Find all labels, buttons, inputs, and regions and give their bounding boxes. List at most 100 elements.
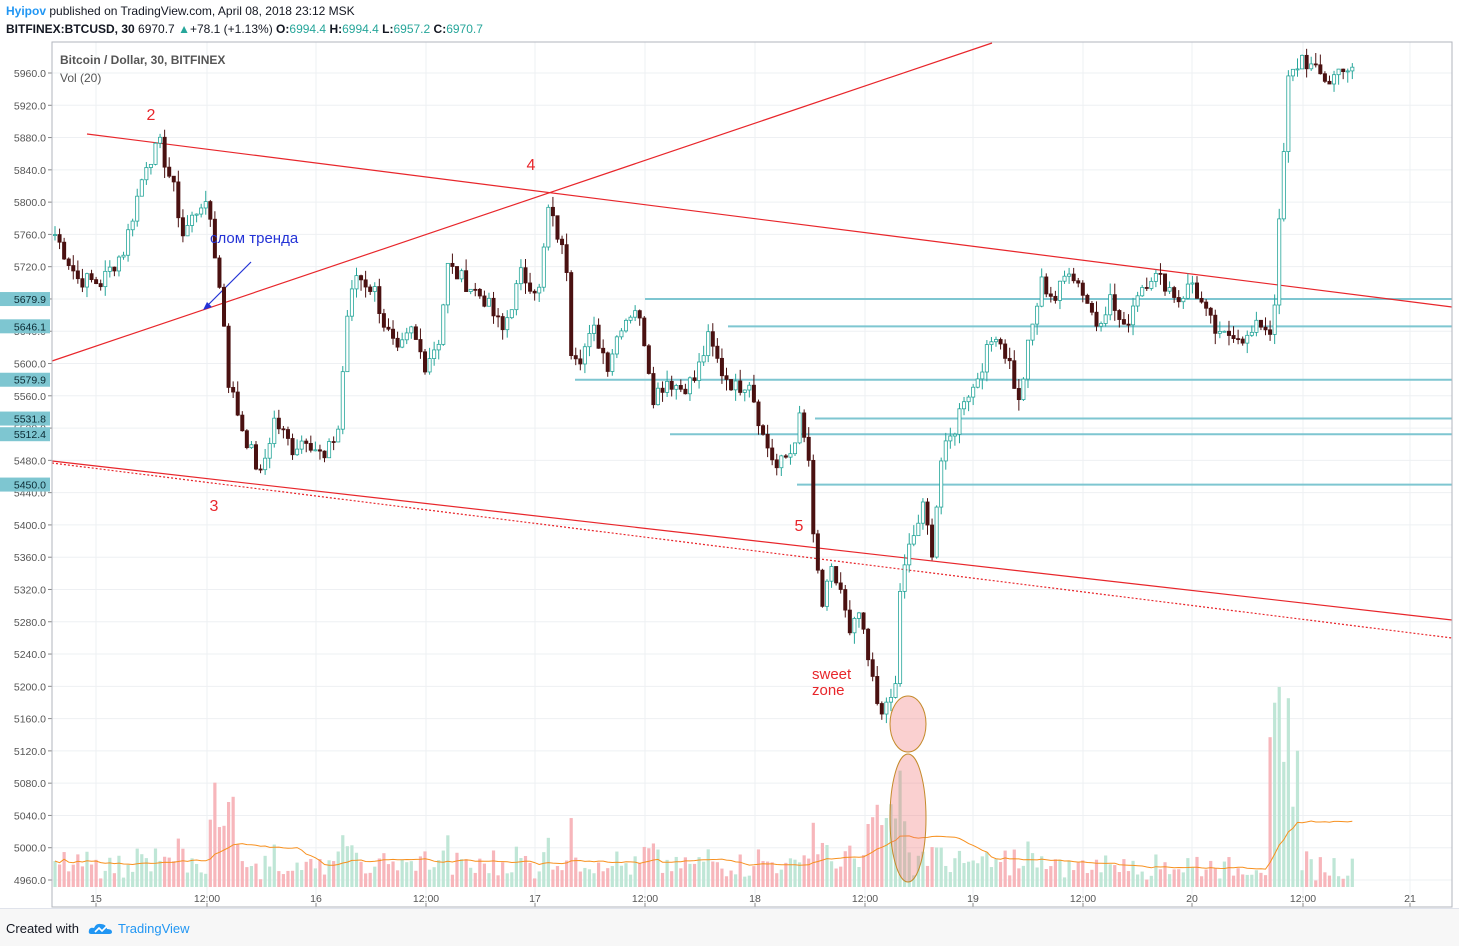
volume-bar [190,858,194,887]
candle-body [57,234,62,243]
candle-body [715,345,720,359]
y-tick-label: 5840.0 [14,165,46,177]
candle-body [724,375,729,380]
sweet-zone-ellipse [889,695,927,753]
y-tick-label: 5360.0 [14,552,46,564]
volume-bar [944,865,948,887]
candle-body [879,703,884,715]
candle-body [1217,330,1222,334]
candle-body [692,377,697,381]
y-tick-label: 5400.0 [14,520,46,532]
volume-bar [1222,861,1227,887]
candle-body [491,297,496,317]
volume-bar [1099,872,1103,887]
candle-body [989,341,994,346]
volume-bar [386,864,391,887]
candle-body [1222,330,1227,333]
candle-body [975,378,980,388]
volume-bar [1291,806,1295,887]
candle-body [1322,73,1327,82]
annotation-label: 4 [527,157,536,174]
volume-bar [368,872,372,887]
candle-body [272,417,277,444]
candle-body [226,325,231,388]
volume-bar [935,847,939,887]
candle-body [386,326,391,330]
candle-body [349,288,354,317]
volume-bar [638,863,642,887]
volume-bar [724,876,729,887]
candle-body [1140,287,1145,297]
annotation-label: 3 [210,498,219,515]
x-tick-label: 21 [1404,893,1416,905]
high-label: H: [329,22,343,36]
volume-bar [391,861,395,887]
volume-bar [112,873,116,887]
author-link[interactable]: Hyipov [6,4,47,18]
volume-bar [1008,875,1012,887]
candle-body [1318,64,1323,75]
candle-body [477,288,482,297]
time-axis[interactable]: 15 12:00 16 12:00 17 12:00 18 12:00 19 12:00 20 12:… [90,893,1416,907]
candle-body [1240,338,1245,344]
volume-bar [1140,871,1144,887]
candle-body [363,279,368,288]
volume-bar [140,854,144,887]
candle-body [710,331,715,347]
candle-body [537,286,542,294]
volume-bar [839,866,843,887]
candle-body [89,273,94,281]
volume-bar [427,869,432,887]
volume-bar [67,871,71,887]
volume-bar [482,863,486,887]
price-level-label: 5679.9 [14,294,46,306]
volume-bar [574,857,578,887]
volume-bar [1259,872,1263,887]
candle-body [304,440,309,444]
candle-body [893,683,898,698]
candle-body [1327,80,1332,85]
volume-bar [784,862,788,887]
volume-bar [336,851,340,887]
candle-body [244,430,249,449]
volume-bar [496,875,500,887]
candle-body [738,380,743,393]
volume-bar [1108,864,1112,887]
candle-body [1176,297,1181,303]
candle-body [815,533,820,571]
volume-bar [1149,875,1153,887]
candles [53,48,1355,724]
candle-body [870,659,875,677]
tradingview-brand-link[interactable]: TradingView [118,921,190,936]
volume-bar [898,770,902,887]
volume-bar [341,835,345,887]
candle-body [697,361,702,381]
volume-bar [240,861,244,887]
candle-body [62,241,67,260]
price-axis[interactable]: 5960.0 5920.0 5880.0 5840.0 5800.0 5760.0 5720… [0,68,52,887]
candle-body [391,328,396,339]
volume-bar [418,856,423,887]
candle-body [824,580,829,607]
low-label: L: [382,22,394,36]
candle-body [1309,63,1314,70]
volume-bar [738,854,742,887]
volume-bar [304,861,308,887]
volume-bar [195,863,199,887]
candle-body [345,315,350,373]
candle-body [1254,319,1259,333]
volume-bar [295,862,299,887]
candle-body [742,389,747,393]
candle-body [943,440,948,462]
volume-bar [829,861,834,887]
candle-body [281,428,286,431]
volume-bar [601,871,605,887]
volume-bar [775,873,779,887]
volume-bar [921,851,925,887]
volume-bar [766,861,770,887]
candle-body [468,288,473,292]
candle-body [843,589,848,611]
price-level-label: 5512.4 [14,429,46,441]
volume-bar [231,796,235,887]
